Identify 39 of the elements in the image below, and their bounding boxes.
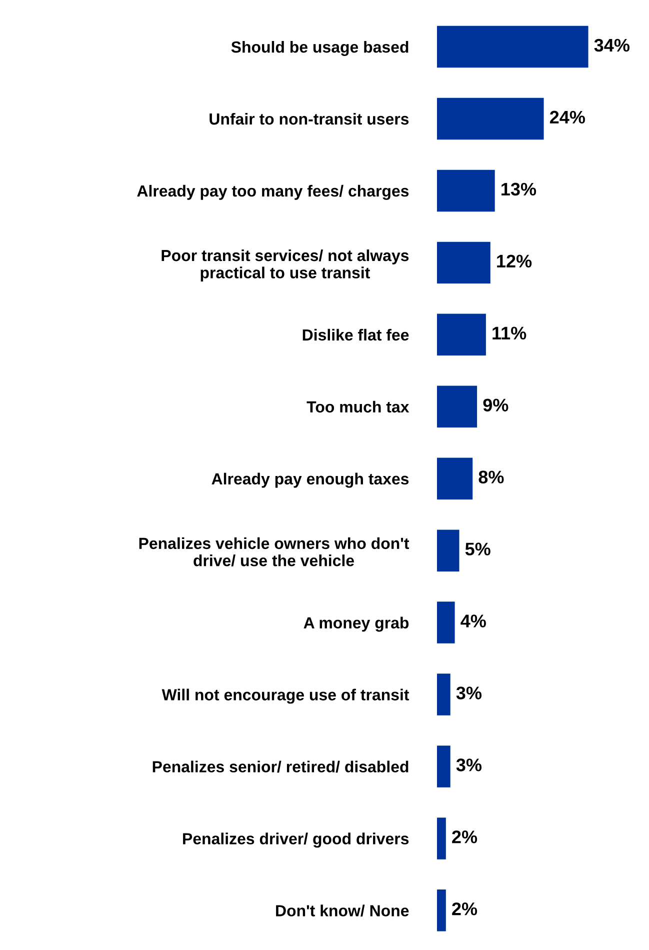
data-label: 2% <box>452 902 478 916</box>
y-tick-label: Don't know/ None <box>276 904 409 917</box>
data-label: 9% <box>483 398 508 412</box>
data-label: 13% <box>502 182 536 196</box>
bar <box>437 314 486 356</box>
bar <box>437 386 478 428</box>
data-label: 8% <box>478 470 504 484</box>
y-tick-label: A money grab <box>304 616 409 632</box>
bar <box>437 242 490 284</box>
y-tick-label: Penalizes driver/ good drivers <box>183 832 409 848</box>
y-tick-label: Too much tax <box>306 400 410 413</box>
y-tick-label: Will not encourage use of transit <box>162 688 410 704</box>
y-tick-label: Dislike flat fee <box>302 328 409 341</box>
data-label: 34% <box>594 38 630 52</box>
data-label: 24% <box>550 110 585 124</box>
data-label: 12% <box>497 254 532 268</box>
y-tick-label: Already pay enough taxes <box>212 472 409 488</box>
bar <box>437 746 450 788</box>
bar <box>437 170 495 212</box>
y-tick-label: Should be usage based <box>231 40 408 56</box>
y-tick-label: Poor transit services/ not always practical to use transit <box>162 249 409 282</box>
bar <box>437 674 450 716</box>
y-tick-label: Penalizes vehicle owners who don't drive/ use the vehicle <box>139 537 410 566</box>
data-label: 3% <box>456 758 482 772</box>
data-label: 5% <box>465 542 490 556</box>
data-label: 3% <box>456 686 482 700</box>
bar <box>437 458 473 500</box>
bar <box>437 98 544 140</box>
y-tick-label: Penalizes senior/ retired/ disabled <box>152 760 408 773</box>
bar <box>437 818 446 860</box>
bar <box>437 890 446 932</box>
bar <box>437 26 588 68</box>
bar <box>437 530 460 572</box>
y-tick-label: Already pay too many fees/ charges <box>137 184 409 200</box>
y-tick-label: Unfair to non-transit users <box>210 112 409 125</box>
data-label: 11% <box>492 326 526 340</box>
bar <box>437 602 455 644</box>
data-label: 4% <box>460 614 486 628</box>
data-label: 2% <box>452 830 478 844</box>
